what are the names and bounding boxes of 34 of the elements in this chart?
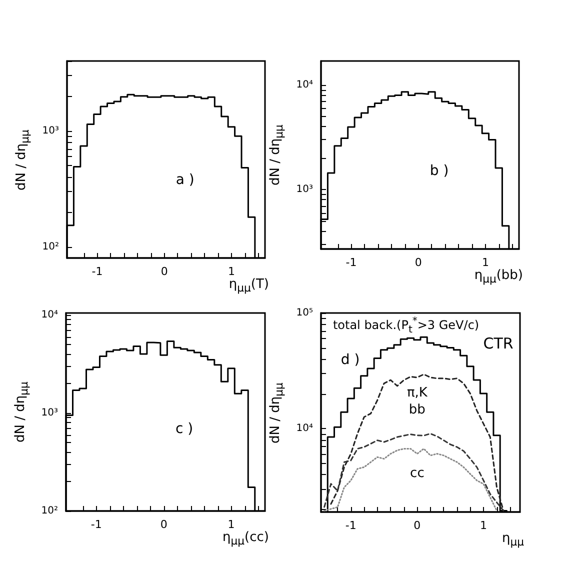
x-tick-label: 1 (228, 518, 235, 531)
series-label: bb (408, 402, 426, 418)
annotation: b ) (430, 163, 449, 180)
x-tick-label: 1 (480, 519, 488, 532)
x-tick-label: 0 (414, 256, 422, 269)
x-tick-label: 1 (482, 256, 489, 269)
y-tick-label: 10² (42, 241, 59, 252)
annotation: a ) (176, 172, 194, 188)
y-tick-label: 10³ (42, 125, 59, 136)
y-tick-label: 10³ (41, 408, 58, 419)
annotation: c ) (175, 420, 194, 437)
y-tick-label: 10⁴ (296, 80, 313, 91)
series-label: π,K (406, 385, 428, 400)
annotation: d ) (340, 352, 360, 368)
y-tick-label: 10³ (296, 184, 313, 196)
x-tick-label: 0 (160, 265, 168, 278)
x-tick-label: -1 (346, 256, 357, 269)
series-label: cc (410, 466, 424, 481)
x-axis-title: η$_{μμ}$(T) (228, 277, 269, 295)
y-tick-label: 10⁵ (296, 308, 313, 318)
y-tick-label: 10² (41, 506, 58, 516)
y-tick-label: 10⁴ (41, 310, 58, 321)
x-axis-title: η$_{μμ}$(bb) (474, 268, 523, 286)
x-tick-label: -1 (92, 265, 103, 278)
series-label: CTR (483, 334, 514, 353)
x-tick-label: 0 (414, 519, 421, 532)
x-axis-title: η$_{μμ}$ (502, 531, 524, 549)
x-axis-title: η$_{μμ}$(cc) (222, 530, 269, 548)
x-tick-label: 1 (228, 265, 235, 278)
y-tick-label: 10⁴ (296, 423, 313, 434)
x-tick-label: -1 (90, 518, 102, 531)
annotation: total back.(P$_{t}$$^{*}$>3 GeV/c) (332, 316, 480, 336)
x-tick-label: -1 (345, 519, 356, 532)
x-tick-label: 0 (160, 518, 168, 531)
